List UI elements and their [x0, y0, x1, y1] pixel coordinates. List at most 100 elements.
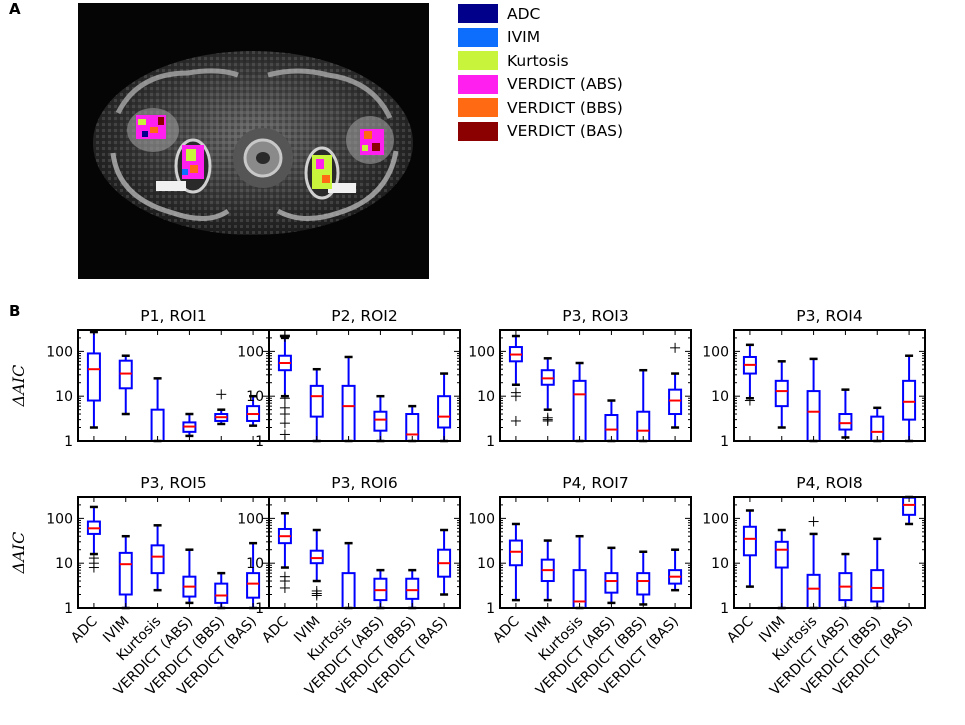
- legend-swatch: [458, 27, 498, 47]
- y-tick-label: 100: [237, 344, 264, 360]
- box: [668, 548, 683, 592]
- box: [214, 389, 229, 426]
- legend-label: ADC: [507, 4, 541, 23]
- box-iqr: [341, 384, 356, 443]
- y-tick-label: 1: [720, 601, 729, 617]
- y-tick-label: 10: [55, 389, 73, 405]
- legend-label: Kurtosis: [507, 51, 569, 70]
- box: [870, 537, 885, 610]
- box-iqr: [214, 582, 229, 604]
- y-tick-label: 1: [64, 434, 73, 450]
- legend-item: ADC: [458, 2, 623, 26]
- panel-b-label: B: [9, 302, 21, 320]
- box: [742, 509, 757, 588]
- y-tick-label: 100: [468, 344, 495, 360]
- y-tick-label: 10: [711, 556, 729, 572]
- y-axis-label: ΔAIC: [9, 532, 28, 575]
- box-iqr: [806, 390, 821, 442]
- x-tick-label: ADC: [724, 613, 757, 646]
- box: [540, 357, 555, 426]
- box: [341, 355, 356, 443]
- subplot-title: P3, ROI4: [796, 307, 862, 325]
- box: [150, 524, 165, 592]
- legend-item: Kurtosis: [458, 49, 623, 73]
- mri-image: [78, 3, 429, 279]
- box-iqr: [405, 577, 420, 600]
- x-tick-label: ADC: [259, 613, 292, 646]
- box: [246, 394, 261, 427]
- axes-frame: [733, 329, 926, 442]
- roi-overlay-right-outer: [360, 129, 384, 155]
- box: [405, 568, 420, 610]
- box-iqr: [309, 549, 324, 565]
- box: [150, 377, 165, 443]
- box-iqr: [508, 539, 523, 567]
- x-tick-label: ADC: [490, 613, 523, 646]
- box-iqr: [572, 379, 587, 443]
- legend-label: VERDICT (ABS): [507, 75, 623, 94]
- y-tick-label: 1: [255, 434, 264, 450]
- box-iqr: [341, 572, 356, 609]
- box: [246, 541, 261, 610]
- roi-overlay-left-outer: [136, 115, 166, 139]
- subplot-title: P2, ROI2: [331, 307, 397, 325]
- y-tick-label: 10: [55, 556, 73, 572]
- box: [838, 388, 853, 439]
- box: [902, 354, 917, 443]
- subplot-title: P3, ROI6: [331, 474, 397, 492]
- legend-item: VERDICT (BBS): [458, 96, 623, 120]
- box: [118, 354, 133, 416]
- y-tick-label: 100: [46, 344, 73, 360]
- subplot: P1, ROI1 ΔAIC 1 10 100: [9, 307, 270, 450]
- subplot-title: P3, ROI5: [140, 474, 206, 492]
- pelvis-scan-image: [93, 51, 413, 235]
- box: [341, 541, 356, 610]
- box-iqr: [742, 525, 757, 557]
- axes-frame: [268, 329, 461, 442]
- panel-a-label: A: [9, 0, 21, 18]
- subplot-title: P4, ROI7: [562, 474, 628, 492]
- y-tick-label: 100: [702, 511, 729, 527]
- box: [508, 522, 523, 602]
- legend-item: VERDICT (ABS): [458, 73, 623, 97]
- box: [508, 334, 523, 426]
- legend-swatch: [458, 121, 498, 141]
- y-tick-label: 1: [64, 601, 73, 617]
- box: [86, 330, 101, 429]
- box: [774, 360, 789, 429]
- box: [309, 367, 324, 443]
- box-iqr: [309, 384, 324, 418]
- legend-swatch: [458, 4, 498, 24]
- box: [437, 372, 452, 443]
- box: [437, 528, 452, 596]
- y-tick-label: 100: [46, 511, 73, 527]
- box: [86, 505, 101, 573]
- legend-label: IVIM: [507, 28, 541, 47]
- box-iqr: [86, 352, 101, 402]
- box: [277, 330, 292, 440]
- box-iqr: [870, 569, 885, 603]
- box: [405, 404, 420, 443]
- box: [636, 550, 651, 606]
- box-iqr: [774, 540, 789, 569]
- axes-frame: [499, 496, 692, 609]
- box: [118, 534, 133, 610]
- axes-frame: [733, 496, 926, 609]
- legend-label: VERDICT (BAS): [507, 122, 624, 141]
- roi-overlay-left-inner: [182, 145, 204, 179]
- y-tick-label: 10: [477, 556, 495, 572]
- y-tick-label: 10: [246, 556, 264, 572]
- box: [182, 548, 197, 605]
- box-iqr: [246, 572, 261, 599]
- y-tick-label: 100: [468, 511, 495, 527]
- box: [214, 571, 229, 610]
- legend-swatch: [458, 74, 498, 94]
- box-iqr: [636, 572, 651, 596]
- y-tick-label: 10: [246, 389, 264, 405]
- box: [742, 343, 757, 406]
- legend-swatch: [458, 51, 498, 71]
- subplot-title: P4, ROI8: [796, 474, 862, 492]
